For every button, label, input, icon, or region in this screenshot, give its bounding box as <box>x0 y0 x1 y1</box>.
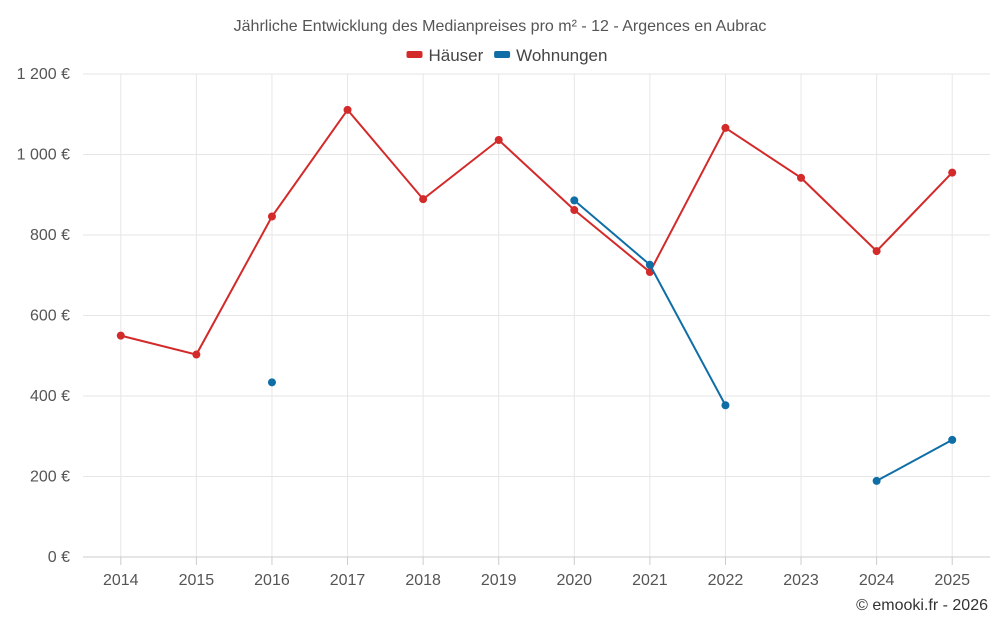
legend-swatch <box>494 51 511 58</box>
x-tick-label: 2016 <box>254 572 290 589</box>
x-tick-label: 2015 <box>179 572 215 589</box>
y-tick-label: 1 000 € <box>17 147 70 164</box>
data-point-wohnungen[interactable] <box>872 476 881 485</box>
x-tick-label: 2019 <box>481 572 517 589</box>
chart-title: Jährliche Entwicklung des Medianpreises … <box>234 18 767 35</box>
data-point-wohnungen[interactable] <box>570 196 579 205</box>
data-point-h-user[interactable] <box>343 105 352 114</box>
data-point-h-user[interactable] <box>267 212 276 221</box>
credit-text: © emooki.fr - 2026 <box>856 597 988 614</box>
data-point-h-user[interactable] <box>192 350 201 359</box>
y-tick-label: 1 200 € <box>17 66 70 83</box>
data-point-h-user[interactable] <box>570 206 579 215</box>
legend: Häuser Wohnungen <box>406 46 607 65</box>
y-tick-label: 600 € <box>30 308 70 325</box>
series-line-h-user <box>120 108 953 356</box>
y-tick-label: 400 € <box>30 388 70 405</box>
x-tick-label: 2021 <box>632 572 668 589</box>
x-tick-label: 2024 <box>859 572 895 589</box>
x-tick-label: 2022 <box>708 572 744 589</box>
grid-lines <box>83 73 990 557</box>
x-tick-label: 2025 <box>934 572 970 589</box>
x-tick-label: 2014 <box>103 572 139 589</box>
data-point-h-user[interactable] <box>116 331 125 340</box>
legend-label[interactable]: Häuser <box>429 46 484 65</box>
x-tick-label: 2017 <box>330 572 366 589</box>
legend-swatch <box>406 51 423 58</box>
y-tick-label: 0 € <box>48 549 70 566</box>
data-point-wohnungen[interactable] <box>267 378 276 387</box>
data-point-h-user[interactable] <box>494 136 503 145</box>
x-tick-label: 2018 <box>405 572 441 589</box>
series-line-wohnungen <box>876 438 953 482</box>
y-tick-label: 800 € <box>30 227 70 244</box>
y-tick-label: 200 € <box>30 469 70 486</box>
x-tick-label: 2023 <box>783 572 819 589</box>
data-point-wohnungen[interactable] <box>721 401 730 410</box>
y-axis: 0 € 200 € 400 € 600 € 800 € 1 000 € 1 200 € <box>17 66 70 566</box>
data-point-wohnungen[interactable] <box>645 260 654 269</box>
series-layer <box>116 105 957 485</box>
x-axis: 2014 2015 2016 2017 2018 2019 2020 2021 2022 2023… <box>83 556 990 589</box>
legend-label[interactable]: Wohnungen <box>516 46 607 65</box>
data-point-h-user[interactable] <box>872 247 881 256</box>
data-point-wohnungen[interactable] <box>948 435 957 444</box>
data-point-h-user[interactable] <box>721 123 730 132</box>
data-point-h-user[interactable] <box>419 195 428 204</box>
data-point-h-user[interactable] <box>948 168 957 177</box>
data-point-h-user[interactable] <box>797 173 806 182</box>
x-tick-label: 2020 <box>556 572 592 589</box>
